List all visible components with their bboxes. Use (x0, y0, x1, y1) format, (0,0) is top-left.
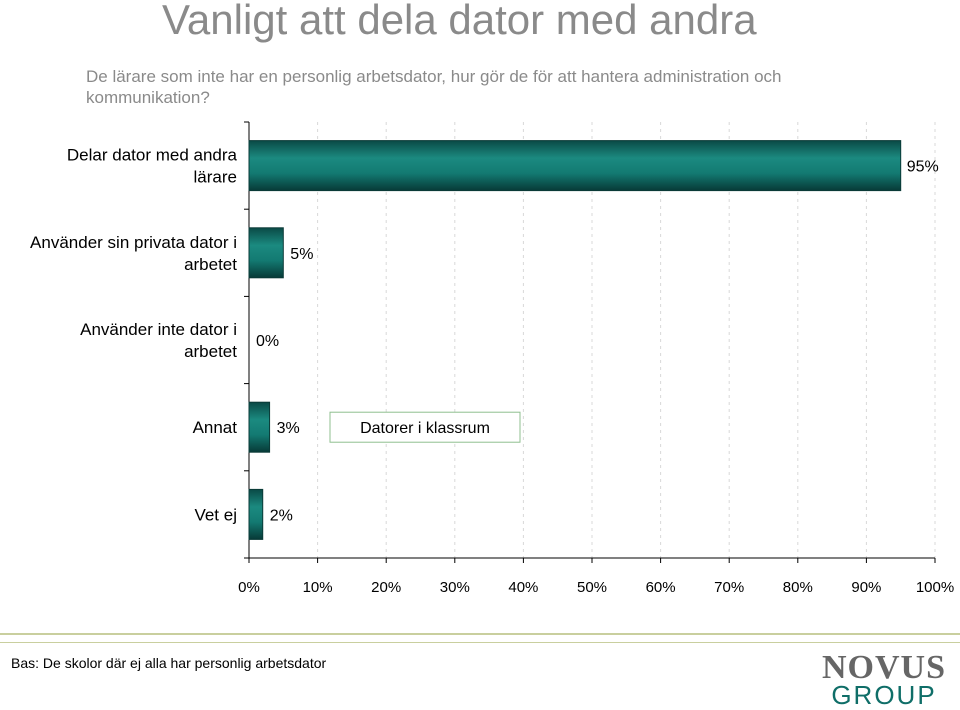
bar (248, 140, 902, 192)
x-tick-label: 70% (714, 579, 744, 596)
value-label: 5% (290, 246, 313, 263)
page-subtitle: De lärare som inte har en personlig arbe… (86, 67, 782, 107)
bar (248, 401, 271, 453)
footer-rule-thin (0, 642, 960, 643)
novus-group-logo: NOVUS GROUP (822, 649, 946, 706)
x-tick-label: 60% (646, 579, 676, 596)
bar-chart: 0% 10% 20% 30% 40% 50% 60% 70% 80% 90% 100% 95% Del… (30, 121, 954, 596)
x-tick-label: 50% (577, 579, 607, 596)
category-label: Använder inte dator i arbetet (80, 320, 237, 361)
x-tick-label: 100% (916, 579, 954, 596)
category-label: Delar dator med andra lärare (67, 146, 238, 187)
base-note: Bas: De skolor där ej alla har personlig… (11, 655, 327, 671)
category-label: Vet ej (194, 505, 237, 524)
x-tick-label: 40% (508, 579, 538, 596)
value-label: 0% (256, 333, 279, 350)
x-tick-label: 0% (238, 579, 260, 596)
x-tick-label: 10% (303, 579, 333, 596)
value-label: 3% (277, 420, 300, 437)
x-tick-label: 20% (371, 579, 401, 596)
x-tick-label: 80% (783, 579, 813, 596)
bar (248, 488, 264, 540)
page-title: Vanligt att dela dator med andra (162, 0, 757, 43)
x-tick-label: 90% (851, 579, 881, 596)
value-label: 2% (270, 507, 293, 524)
x-tick-label: 30% (440, 579, 470, 596)
value-label: 95% (907, 159, 939, 176)
category-label: Annat (193, 418, 238, 437)
logo-bottom-text: GROUP (831, 680, 936, 706)
logo-top-text: NOVUS (822, 649, 946, 686)
category-label: Använder sin privata dator i arbetet (30, 233, 237, 274)
annotation-text: Datorer i klassrum (360, 420, 490, 437)
annotation-box (329, 411, 521, 443)
footer-rule (0, 633, 960, 635)
bar (248, 227, 284, 279)
